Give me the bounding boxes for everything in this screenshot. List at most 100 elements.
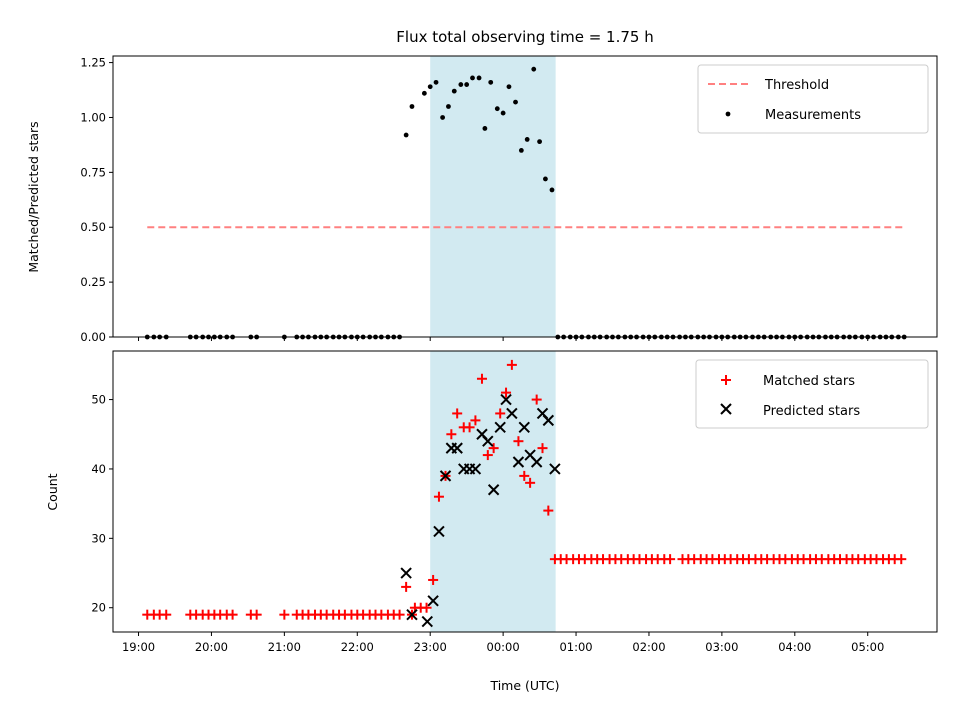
matched-star-point [495, 408, 506, 419]
ratio-y-tick-label: 1.00 [80, 110, 106, 124]
measurement-point [446, 104, 451, 109]
predicted-star-point [506, 407, 518, 420]
matched-star-point [452, 408, 463, 419]
measurement-point [476, 75, 482, 81]
count-y-tick-label: 40 [91, 462, 106, 476]
x-tick-label: 05:00 [851, 640, 884, 654]
matched-star-point [476, 373, 487, 384]
x-tick-label: 03:00 [705, 640, 738, 654]
predicted-star-point [469, 463, 482, 475]
predicted-star-point [433, 525, 445, 538]
predicted-star-point [512, 456, 525, 468]
measurement-point [427, 84, 433, 90]
measurement-point [421, 90, 427, 96]
x-tick-label: 04:00 [778, 640, 811, 654]
x-tick-label: 01:00 [559, 640, 592, 654]
predicted-star-point [494, 421, 506, 434]
predicted-legend-marker [720, 403, 732, 415]
x-tick-label: 22:00 [341, 640, 374, 654]
matched-star-point [543, 505, 554, 516]
ratio-y-tick-label: 0.50 [80, 220, 106, 234]
predicted-star-point [500, 393, 512, 406]
measurement-point [482, 126, 488, 131]
measurement-point [488, 79, 494, 85]
matched-star-point [464, 422, 475, 433]
measurement-point [513, 99, 518, 105]
measurement-point [543, 176, 548, 182]
matched-star-point [537, 443, 548, 454]
measurement-point [409, 104, 415, 109]
matched-star-point [433, 491, 444, 502]
x-tick-label: 00:00 [487, 640, 520, 654]
matched-star-point [470, 415, 481, 426]
count-y-axis-label: Count [45, 473, 60, 510]
measurement-point [537, 139, 542, 145]
count-panel-frame [112, 350, 938, 633]
predicted-legend-label: Predicted stars [763, 404, 860, 419]
ratio-y-tick-label: 0.00 [80, 330, 106, 344]
chart-title: Flux total observing time = 1.75 h [396, 28, 653, 46]
x-tick-label: 02:00 [632, 640, 665, 654]
count-y-tick-label: 50 [91, 393, 106, 407]
matched-star-point [251, 609, 262, 620]
count-y-tick-label: 30 [91, 531, 106, 545]
measurement-point [500, 110, 506, 116]
threshold-legend-label: Threshold [764, 78, 829, 93]
ratio-panel-highlight-span [430, 56, 556, 337]
matched-star-point [279, 609, 290, 620]
matched-star-point [531, 394, 542, 405]
x-axis-label: Time (UTC) [489, 678, 559, 693]
count-panel: 20 30 40 50 19:00 20:00 21:00 22:00 23:00 00:00 0… [45, 350, 938, 693]
measurement-point [506, 84, 512, 90]
matched-star-point [394, 609, 405, 620]
predicted-star-point [482, 435, 494, 447]
predicted-star-point [451, 442, 463, 454]
measurement-point [470, 75, 475, 81]
measurements-legend-marker [725, 111, 731, 117]
matched-star-point [665, 554, 676, 565]
predicted-star-point [487, 484, 500, 496]
measurement-point [518, 147, 524, 153]
matched-star-point [513, 436, 524, 447]
count-y-ticks: 20 30 40 50 [91, 393, 113, 615]
matched-star-point [482, 450, 493, 461]
measurement-point [494, 106, 500, 112]
matched-star-point [161, 609, 172, 620]
count-legend-box [695, 359, 929, 429]
predicted-star-point [427, 595, 439, 607]
measurement-point [451, 88, 457, 94]
measurement-point [524, 137, 530, 142]
count-legend: Matched stars Predicted stars [695, 359, 929, 429]
predicted-star-point [549, 463, 561, 475]
ratio-panel: 0.00 0.25 0.50 0.75 1.00 1.25 Matched/Predict… [26, 55, 938, 344]
matched-star-point [227, 609, 238, 620]
predicted-star-point [530, 456, 543, 468]
measurement-point [440, 115, 445, 120]
matched-star-point [421, 602, 432, 613]
measurement-point [403, 132, 409, 138]
matched-star-point [519, 470, 530, 481]
ratio-y-tick-label: 0.75 [80, 165, 106, 179]
x-tick-label: 20:00 [195, 640, 228, 654]
ratio-legend: Threshold Measurements [697, 64, 929, 134]
ratio-y-axis-label: Matched/Predicted stars [26, 121, 41, 272]
ratio-y-ticks: 0.00 0.25 0.50 0.75 1.00 1.25 [80, 56, 113, 344]
matched-star-point [488, 443, 499, 454]
matched-star-point [428, 574, 439, 585]
measurement-point [464, 82, 470, 87]
ratio-legend-box [697, 64, 929, 134]
count-y-tick-label: 20 [91, 601, 106, 615]
x-tick-label: 21:00 [268, 640, 301, 654]
measurement-point [549, 187, 555, 193]
measurement-point [531, 66, 537, 72]
measurements-legend-label: Measurements [765, 108, 861, 123]
matched-legend-label: Matched stars [763, 374, 855, 389]
matched-star-point [506, 359, 517, 370]
ratio-y-tick-label: 0.25 [80, 275, 106, 289]
matched-star-point [446, 429, 457, 440]
predicted-star-point [406, 608, 418, 621]
count-x-ticks: 19:00 20:00 21:00 22:00 23:00 00:00 01:00 02:00… [122, 632, 884, 654]
predicted-star-point [439, 470, 452, 482]
measurement-point [458, 82, 464, 87]
